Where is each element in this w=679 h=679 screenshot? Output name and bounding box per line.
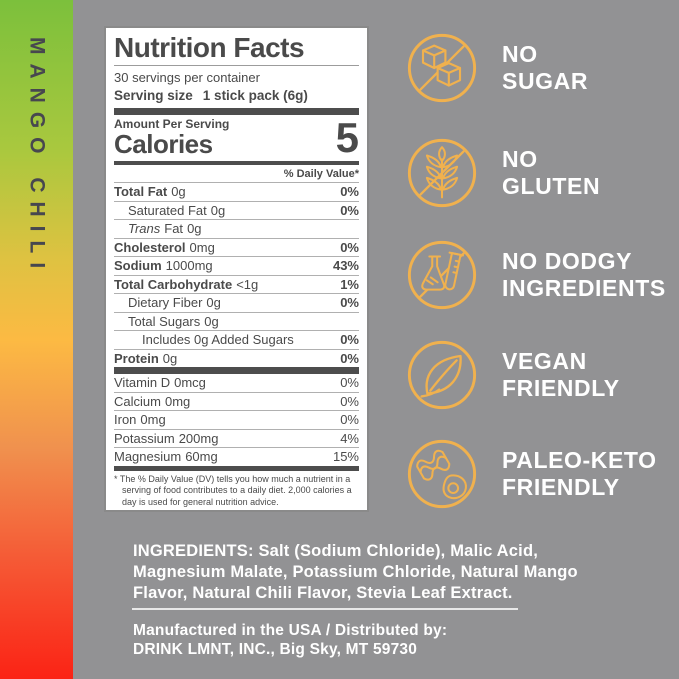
- flavor-gradient-strip: MANGO CHILI: [0, 0, 73, 679]
- row-added-sugars: Includes 0g Added Sugars 0%: [114, 330, 359, 349]
- row-cholesterol: Cholesterol 0mg 0%: [114, 237, 359, 255]
- ingredients-text: INGREDIENTS: Salt (Sodium Chloride), Mal…: [133, 542, 578, 602]
- badge-paleo-keto-friendly: PALEO-KETO FRIENDLY: [405, 437, 657, 511]
- row-protein: Protein 0g 0%: [114, 348, 359, 366]
- flavor-name-vertical: MANGO CHILI: [25, 37, 49, 278]
- vegan-friendly-icon: [405, 338, 479, 412]
- row-vitamin-d: Vitamin D 0mcg 0%: [114, 375, 359, 390]
- no-dodgy-ingredients-icon: [405, 238, 479, 312]
- distribution-text: Manufactured in the USA / Distributed by…: [133, 622, 448, 658]
- serving-size-label: Serving size: [114, 88, 193, 103]
- badge-label: NO DODGY INGREDIENTS: [502, 248, 666, 301]
- badge-label: NO SUGAR: [502, 41, 589, 94]
- divider-line: [132, 608, 518, 610]
- badge-no-sugar: NO SUGAR: [405, 31, 588, 105]
- badge-no-gluten: NO GLUTEN: [405, 136, 600, 210]
- row-potassium: Potassium 200mg 4%: [114, 428, 359, 446]
- serving-size-value: 1 stick pack (6g): [202, 88, 308, 103]
- daily-value-header: % Daily Value*: [283, 168, 359, 180]
- thick-rule: [114, 367, 359, 374]
- daily-value-footnote: * The % Daily Value (DV) tells you how m…: [114, 473, 352, 507]
- badge-label: NO GLUTEN: [502, 146, 601, 199]
- row-saturated-fat: Saturated Fat 0g 0%: [114, 200, 359, 220]
- medium-rule: [114, 161, 359, 165]
- serving-size-row: Serving size 1 stick pack (6g): [114, 87, 359, 108]
- calories-label: Calories: [114, 129, 213, 159]
- row-magnesium: Magnesium 60mg 15%: [114, 447, 359, 464]
- nutrition-facts-title: Nutrition Facts: [114, 32, 359, 66]
- thick-rule: [114, 465, 359, 471]
- calories-block: Amount Per Serving Calories 5: [114, 115, 359, 161]
- row-iron: Iron 0mg 0%: [114, 410, 359, 427]
- nutrition-facts-panel: Nutrition Facts 30 servings per containe…: [104, 26, 369, 512]
- row-total-carbohydrate: Total Carbohydrate <1g 1%: [114, 274, 359, 292]
- badge-label: PALEO-KETO FRIENDLY: [502, 447, 657, 500]
- no-sugar-icon: [405, 31, 479, 105]
- badge-no-dodgy-ingredients: NO DODGY INGREDIENTS: [405, 238, 666, 312]
- row-total-sugars: Total Sugars 0g: [114, 311, 359, 331]
- paleo-keto-friendly-icon: [405, 437, 479, 511]
- row-total-fat: Total Fat 0g 0%: [114, 182, 359, 199]
- thick-rule: [114, 108, 359, 115]
- no-gluten-icon: [405, 136, 479, 210]
- servings-per-container: 30 servings per container: [114, 70, 260, 85]
- row-sodium: Sodium 1000mg 43%: [114, 256, 359, 273]
- row-dietary-fiber: Dietary Fiber 0g 0%: [114, 293, 359, 312]
- calories-value: 5: [335, 113, 359, 161]
- amount-per-serving-label: Amount Per Serving: [114, 117, 230, 131]
- badge-label: VEGAN FRIENDLY: [502, 348, 620, 401]
- row-calcium: Calcium 0mg 0%: [114, 391, 359, 409]
- row-trans-fat: Trans Fat 0g: [114, 219, 359, 238]
- badge-vegan-friendly: VEGAN FRIENDLY: [405, 338, 620, 412]
